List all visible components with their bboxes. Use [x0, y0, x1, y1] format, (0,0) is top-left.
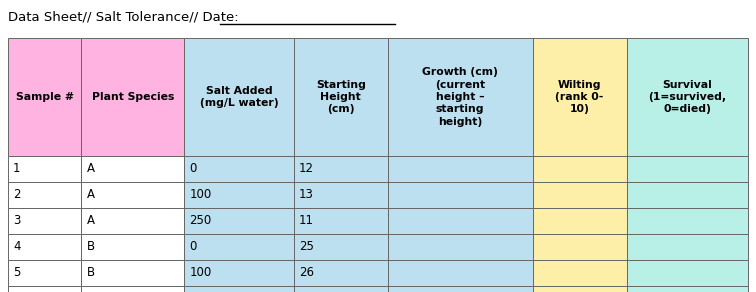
Text: 5: 5: [13, 267, 20, 279]
Bar: [82, 156, 184, 182]
Bar: [388, 182, 533, 208]
Bar: [82, 286, 184, 292]
Bar: [627, 286, 748, 292]
Bar: [533, 182, 627, 208]
Bar: [533, 156, 627, 182]
Bar: [627, 234, 748, 260]
Text: 4: 4: [13, 241, 20, 253]
Text: Data Sheet// Salt Tolerance// Date:: Data Sheet// Salt Tolerance// Date:: [8, 10, 243, 23]
Bar: [388, 38, 533, 156]
Text: A: A: [86, 215, 94, 227]
Bar: [184, 182, 294, 208]
Text: A: A: [86, 189, 94, 201]
Bar: [533, 38, 627, 156]
Bar: [8, 234, 82, 260]
Text: 0: 0: [189, 241, 197, 253]
Bar: [8, 208, 82, 234]
Bar: [8, 38, 82, 156]
Bar: [184, 38, 294, 156]
Bar: [184, 286, 294, 292]
Text: Sample #: Sample #: [16, 92, 73, 102]
Text: Survival
(1=survived,
0=died): Survival (1=survived, 0=died): [648, 80, 727, 114]
Bar: [82, 208, 184, 234]
Bar: [533, 286, 627, 292]
Text: Wilting
(rank 0-
10): Wilting (rank 0- 10): [556, 80, 604, 114]
Bar: [82, 38, 184, 156]
Bar: [82, 234, 184, 260]
Bar: [8, 260, 82, 286]
Bar: [294, 234, 388, 260]
Bar: [184, 234, 294, 260]
Text: 0: 0: [189, 163, 197, 175]
Bar: [8, 156, 82, 182]
Text: B: B: [86, 241, 94, 253]
Bar: [388, 260, 533, 286]
Bar: [627, 260, 748, 286]
Bar: [388, 208, 533, 234]
Bar: [294, 208, 388, 234]
Bar: [627, 156, 748, 182]
Bar: [533, 260, 627, 286]
Text: Plant Species: Plant Species: [91, 92, 174, 102]
Bar: [8, 182, 82, 208]
Bar: [184, 156, 294, 182]
Text: 26: 26: [299, 267, 314, 279]
Text: Starting
Height
(cm): Starting Height (cm): [316, 80, 366, 114]
Text: 13: 13: [299, 189, 314, 201]
Bar: [184, 208, 294, 234]
Text: Growth (cm)
(current
height –
starting
height): Growth (cm) (current height – starting h…: [423, 67, 498, 127]
Text: 100: 100: [189, 189, 212, 201]
Text: 100: 100: [189, 267, 212, 279]
Bar: [184, 260, 294, 286]
Text: A: A: [86, 163, 94, 175]
Text: 2: 2: [13, 189, 20, 201]
Text: 1: 1: [13, 163, 20, 175]
Bar: [388, 234, 533, 260]
Text: 250: 250: [189, 215, 212, 227]
Bar: [533, 208, 627, 234]
Bar: [627, 182, 748, 208]
Text: Salt Added
(mg/L water): Salt Added (mg/L water): [200, 86, 278, 108]
Bar: [627, 208, 748, 234]
Bar: [388, 156, 533, 182]
Bar: [294, 286, 388, 292]
Bar: [8, 286, 82, 292]
Bar: [82, 182, 184, 208]
Bar: [627, 38, 748, 156]
Bar: [388, 286, 533, 292]
Text: 25: 25: [299, 241, 314, 253]
Bar: [294, 182, 388, 208]
Text: 12: 12: [299, 163, 314, 175]
Text: 11: 11: [299, 215, 314, 227]
Bar: [294, 38, 388, 156]
Bar: [82, 260, 184, 286]
Bar: [294, 260, 388, 286]
Text: B: B: [86, 267, 94, 279]
Text: 3: 3: [13, 215, 20, 227]
Bar: [533, 234, 627, 260]
Bar: [294, 156, 388, 182]
